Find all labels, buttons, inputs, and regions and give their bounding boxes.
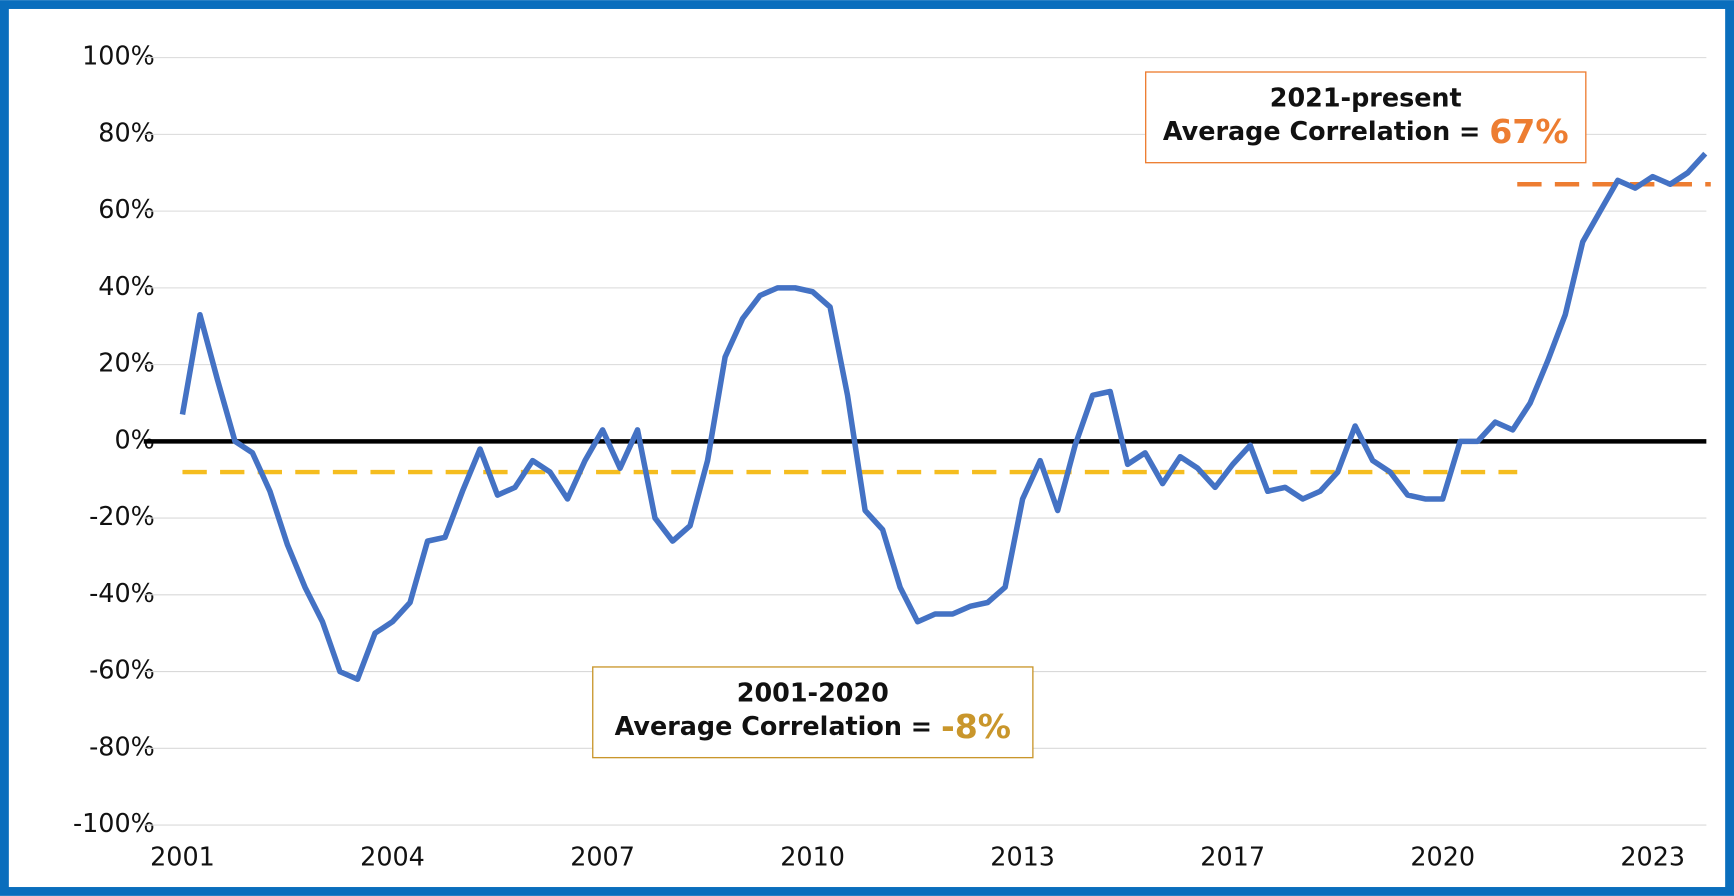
x-tick-label: 2020 [1410,841,1475,871]
annotation-label: Average Correlation = [615,711,932,741]
x-tick-label: 2013 [990,841,1055,871]
annotation-text: Average Correlation = -8% [615,706,1011,745]
annotation-space [932,711,941,741]
x-tick-label: 2023 [1620,841,1685,871]
x-tick-label: 2001 [150,841,215,871]
y-tick-label: -20% [89,501,155,531]
y-tick-label: -100% [73,808,155,838]
annotation-title: 2001-2020 [737,678,889,708]
x-tick-label: 2017 [1200,841,1265,871]
annotation-box [1145,71,1587,164]
y-tick-label: -40% [89,578,155,608]
annotation-value: 67% [1489,111,1568,150]
annotation-value: -8% [941,706,1011,745]
annotation-space [1480,116,1489,146]
y-tick-label: -80% [89,731,155,761]
annotation-text: Average Correlation = 67% [1163,111,1569,150]
y-tick-label: 20% [98,348,155,378]
y-tick-label: 100% [82,41,155,71]
annotation-label: Average Correlation = [1163,116,1480,146]
y-tick-label: -60% [89,655,155,685]
y-tick-label: 80% [98,117,155,147]
x-tick-label: 2007 [570,841,635,871]
x-tick-label: 2004 [360,841,425,871]
y-tick-label: 60% [98,194,155,224]
correlation-line [179,151,1708,683]
annotation-title: 2021-present [1270,83,1462,113]
annotation-box [592,666,1034,759]
y-tick-label: 40% [98,271,155,301]
x-tick-label: 2010 [780,841,845,871]
